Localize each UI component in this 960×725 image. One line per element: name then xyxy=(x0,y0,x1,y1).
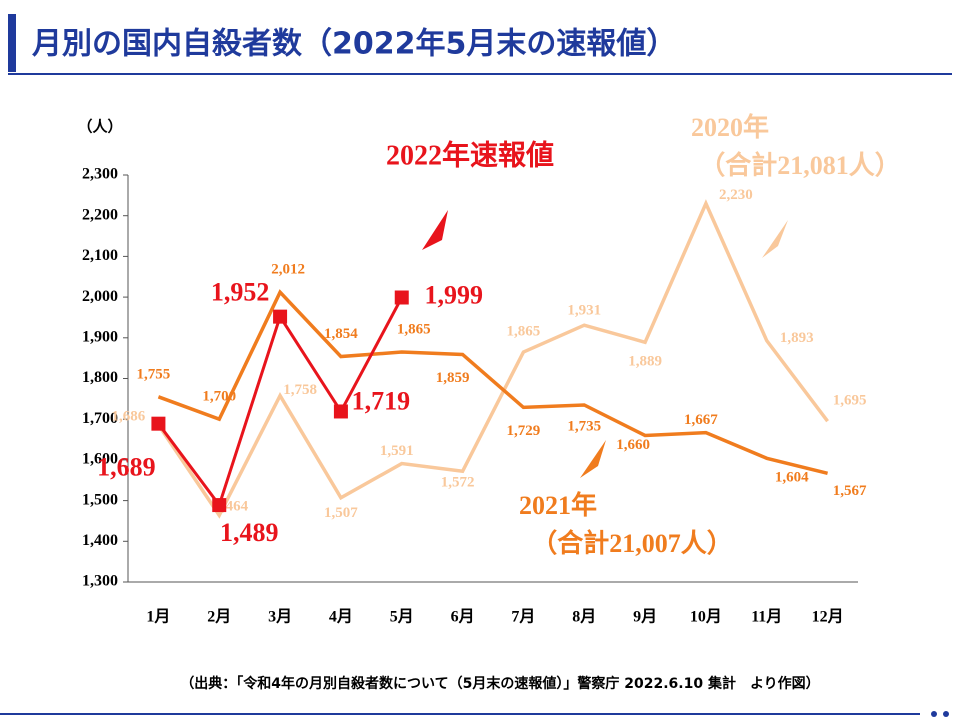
data-label: 1,758 xyxy=(283,382,317,398)
data-label: 1,719 xyxy=(352,386,411,415)
x-tick-label: 5月 xyxy=(390,608,414,626)
title-bar xyxy=(8,14,16,72)
y-tick-label: 1,700 xyxy=(82,410,118,427)
data-label: 1,567 xyxy=(833,483,867,499)
arrow xyxy=(580,440,606,478)
x-tick-label: 12月 xyxy=(812,608,844,626)
y-tick-label: 2,000 xyxy=(82,288,118,305)
data-label: 1,865 xyxy=(507,323,541,339)
point-marker xyxy=(333,404,348,419)
x-tick-label: 10月 xyxy=(690,608,722,626)
x-tick-label: 3月 xyxy=(268,608,292,626)
data-label: 1,893 xyxy=(780,330,814,346)
series-name: 2020年 xyxy=(691,112,769,142)
data-label: 1,700 xyxy=(202,389,236,405)
data-label: 1,604 xyxy=(775,470,809,486)
data-label: 1,854 xyxy=(324,326,358,342)
y-tick-label: 2,300 xyxy=(82,166,118,183)
source-note: （出典：「令和4年の月別自殺者数について（5月末の速報値）」警察庁 2022.6… xyxy=(180,675,819,692)
data-label: 1,889 xyxy=(628,354,662,370)
y-tick-label: 1,500 xyxy=(82,491,118,508)
y-axis-label: （人） xyxy=(77,117,122,135)
point-marker xyxy=(212,498,227,513)
series-total: （合計21,081人） xyxy=(699,150,901,180)
x-tick-label: 9月 xyxy=(633,608,657,626)
data-label: 1,591 xyxy=(380,443,414,459)
data-label: 1,735 xyxy=(567,418,601,434)
footer-dot xyxy=(943,711,949,717)
data-label: 1,952 xyxy=(211,278,270,307)
footer-dot xyxy=(931,711,937,717)
x-tick-label: 11月 xyxy=(751,608,782,626)
data-label: 1,999 xyxy=(425,280,484,309)
data-label: 1,931 xyxy=(567,303,601,319)
data-label: 1,755 xyxy=(137,366,171,382)
arrow xyxy=(422,210,448,250)
page-title: 月別の国内自殺者数（2022年5月末の速報値） xyxy=(32,27,676,62)
data-label: 1,729 xyxy=(507,423,541,439)
x-tick-label: 6月 xyxy=(451,608,475,626)
series-total: （合計21,007人） xyxy=(531,528,733,558)
y-tick-label: 1,400 xyxy=(82,532,118,549)
data-label: 1,689 xyxy=(97,453,156,482)
y-tick-label: 1,300 xyxy=(82,573,118,590)
point-marker xyxy=(151,416,166,431)
point-marker xyxy=(394,290,409,305)
x-tick-label: 4月 xyxy=(329,608,353,626)
data-label: 2,012 xyxy=(271,262,305,278)
x-tick-label: 7月 xyxy=(511,608,535,626)
arrow xyxy=(762,220,788,258)
data-label: 1,660 xyxy=(616,437,650,453)
series-name: 2022年速報値 xyxy=(386,138,554,171)
y-tick-label: 1,900 xyxy=(82,328,118,345)
data-label: 1,865 xyxy=(397,321,431,337)
y-tick-label: 1,800 xyxy=(82,369,118,386)
x-tick-label: 2月 xyxy=(207,608,231,626)
data-label: 1,507 xyxy=(324,505,358,521)
point-marker xyxy=(273,309,288,324)
y-tick-label: 2,100 xyxy=(82,247,118,264)
series-line xyxy=(156,199,829,519)
series-name: 2021年 xyxy=(519,490,597,520)
data-label: 1,859 xyxy=(436,370,470,386)
data-label: 1,667 xyxy=(684,412,718,428)
data-label: 1,572 xyxy=(441,475,475,491)
series-line xyxy=(157,289,829,476)
data-label: 2,230 xyxy=(719,187,753,203)
y-tick-label: 1,600 xyxy=(82,451,118,468)
data-label: 1,686 xyxy=(112,408,146,424)
data-label: 1,489 xyxy=(220,518,279,547)
y-tick-label: 2,200 xyxy=(82,206,118,223)
x-tick-label: 1月 xyxy=(146,608,170,626)
x-tick-label: 8月 xyxy=(572,608,596,626)
data-label: 1,695 xyxy=(833,393,867,409)
